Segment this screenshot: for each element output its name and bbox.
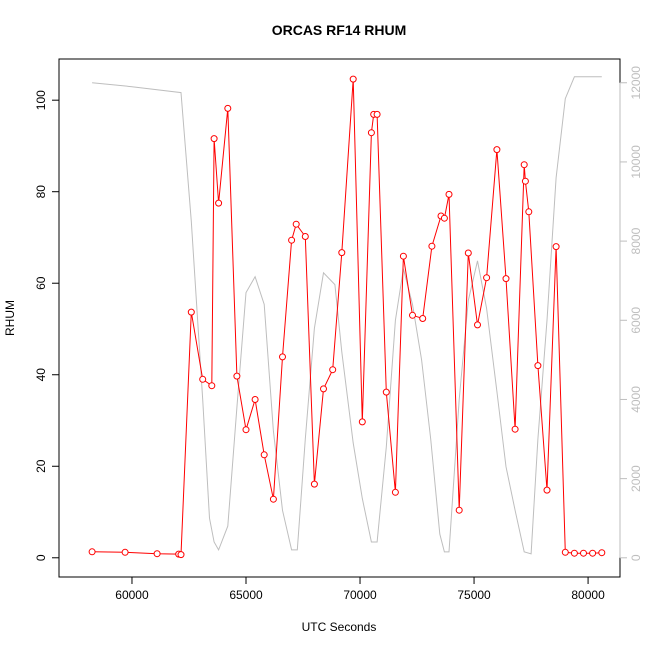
rhum-point: [391, 488, 399, 496]
rhum-point: [521, 177, 529, 185]
rhum-point: [570, 549, 578, 557]
x-tick-label: 80000: [571, 588, 605, 602]
y2-tick-label: 10000: [629, 145, 643, 179]
y-tick-label: 0: [34, 554, 48, 561]
rhum-point: [511, 425, 519, 433]
rhum-point: [419, 315, 427, 322]
rhum-point: [598, 549, 606, 557]
secondary-series: [92, 76, 602, 555]
rhum-point: [445, 190, 453, 198]
rhum-point: [483, 274, 491, 282]
rhum-point: [428, 242, 436, 250]
rhum-point: [210, 135, 218, 143]
rhum-point: [474, 321, 481, 329]
rhum-point: [338, 249, 346, 257]
rhum-point: [561, 548, 569, 556]
rhum-point: [269, 495, 277, 503]
chart-title: ORCAS RF14 RHUM: [272, 22, 407, 38]
x-axis-label: UTC Seconds: [302, 620, 377, 634]
rhum-point: [373, 110, 381, 118]
rhum-point: [260, 451, 268, 459]
y2-tick-label: 2000: [629, 465, 643, 492]
y-tick-label: 40: [34, 368, 48, 382]
y2-tick-label: 6000: [629, 307, 643, 334]
rhum-point: [382, 388, 390, 396]
y-tick-label: 20: [34, 459, 48, 473]
rhum-point: [455, 506, 463, 514]
x-tick-label: 65000: [229, 588, 263, 602]
x-tick-label: 60000: [115, 588, 149, 602]
rhum-point: [440, 214, 448, 222]
rhum-point: [292, 220, 300, 228]
rhum-point: [215, 199, 223, 207]
rhum-point: [301, 233, 309, 240]
rhum-point: [224, 104, 232, 112]
secondary-series-line: [92, 76, 602, 555]
y-axis-right: 0 2000 4000 6000 8000 10000 12000: [619, 66, 643, 561]
x-axis: 60000 65000 70000 75000 80000: [115, 576, 605, 602]
rhum-point: [329, 366, 337, 374]
y-tick-label: 60: [34, 276, 48, 290]
rhum-point: [349, 75, 357, 83]
rhum-point: [251, 396, 259, 403]
x-tick-label: 75000: [457, 588, 491, 602]
rhum-point: [310, 480, 318, 488]
rhum-point: [187, 308, 195, 316]
rhum-point: [399, 252, 407, 260]
plot-frame: [58, 58, 621, 578]
rhum-point: [409, 311, 416, 319]
y2-tick-label: 12000: [629, 66, 643, 100]
y-axis-left: 0 20 40 60 80 100: [34, 90, 60, 561]
y-tick-label: 100: [34, 90, 48, 110]
rhum-point: [288, 236, 296, 244]
rhum-point: [552, 243, 560, 251]
rhum-point: [502, 275, 510, 283]
rhum-point: [358, 418, 366, 426]
rhum-point: [121, 548, 129, 556]
rhum-point: [580, 549, 587, 557]
rhum-point: [242, 426, 250, 434]
rhum-point: [493, 146, 501, 154]
y2-tick-label: 4000: [629, 386, 643, 413]
rhum-point: [199, 375, 207, 383]
rhum-point: [177, 551, 185, 559]
rhum-point: [534, 362, 542, 370]
rhum-point: [233, 372, 241, 380]
rhum-point: [279, 353, 286, 361]
x-tick-label: 70000: [343, 588, 377, 602]
rhum-point: [320, 385, 327, 393]
rhum-point: [367, 129, 375, 137]
y2-tick-label: 0: [629, 554, 643, 561]
rhum-point: [520, 161, 528, 169]
rhum-series-line: [92, 79, 602, 556]
rhum-point: [153, 550, 161, 558]
rhum-point: [525, 208, 533, 216]
rhum-point: [208, 382, 216, 390]
rhum-point: [464, 249, 472, 257]
rhum-series: [88, 75, 606, 559]
rhum-point: [88, 548, 96, 556]
rhum-point: [543, 486, 551, 494]
rhum-point: [589, 549, 597, 557]
y2-tick-label: 8000: [629, 227, 643, 254]
y-tick-label: 80: [34, 185, 48, 199]
y-axis-label: RHUM: [3, 300, 17, 336]
